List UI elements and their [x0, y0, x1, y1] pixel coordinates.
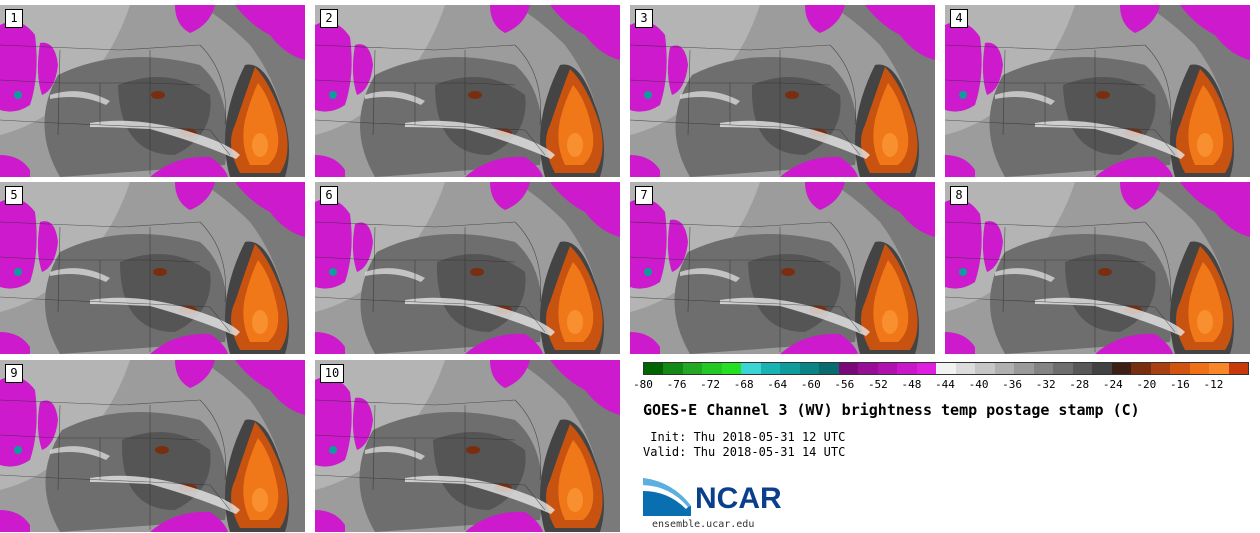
- panel-number: 5: [5, 186, 23, 205]
- panel-number: 1: [5, 9, 23, 28]
- colorbar-swatch: [1189, 363, 1210, 374]
- panel-number: 8: [950, 186, 968, 205]
- colorbar-swatch: [799, 363, 820, 374]
- colorbar-swatch: [877, 363, 898, 374]
- colorbar-tick-label: -24: [1102, 378, 1123, 391]
- postage-stamp-panel-9: 9: [0, 360, 305, 532]
- wv-map: [630, 5, 935, 177]
- postage-stamp-panel-7: 7: [630, 182, 935, 354]
- postage-stamp-panel-1: 1: [0, 5, 305, 177]
- colorbar-swatch: [1111, 363, 1132, 374]
- colorbar-tick-label: -28: [1069, 378, 1090, 391]
- postage-stamp-panel-4: 4: [945, 5, 1250, 177]
- colorbar-tick-label: -44: [935, 378, 955, 391]
- colorbar-swatch: [721, 363, 742, 374]
- init-time: Init: Thu 2018-05-31 12 UTC: [643, 430, 846, 444]
- colorbar-swatch: [955, 363, 976, 374]
- colorbar-tick-label: -80: [633, 378, 653, 391]
- panel-number: 10: [320, 364, 344, 383]
- panel-number: 6: [320, 186, 338, 205]
- colorbar-tick-label: -32: [1035, 378, 1056, 391]
- figure-title: GOES-E Channel 3 (WV) brightness temp po…: [643, 401, 1140, 419]
- wv-map: [630, 182, 935, 354]
- colorbar-swatch: [1033, 363, 1054, 374]
- colorbar-swatch: [741, 363, 761, 374]
- colorbar-swatch: [760, 363, 781, 374]
- ncar-logo-icon: [643, 478, 691, 516]
- postage-stamp-panel-8: 8: [945, 182, 1250, 354]
- colorbar-tick-label: -60: [800, 378, 821, 391]
- postage-stamp-panel-10: 10: [315, 360, 620, 532]
- colorbar-swatch: [1053, 363, 1073, 374]
- colorbar: [643, 362, 1249, 375]
- colorbar-swatch: [663, 363, 683, 374]
- colorbar-swatch: [819, 363, 839, 374]
- colorbar-tick-label: -68: [733, 378, 754, 391]
- panel-number: 9: [5, 364, 23, 383]
- panel-number: 3: [635, 9, 653, 28]
- colorbar-swatch: [644, 363, 664, 374]
- postage-stamp-panel-2: 2: [315, 5, 620, 177]
- colorbar-swatch: [897, 363, 917, 374]
- colorbar-swatch: [702, 363, 722, 374]
- colorbar-tick-label: -64: [767, 378, 788, 391]
- colorbar-swatch: [975, 363, 995, 374]
- wv-map: [315, 182, 620, 354]
- wv-map: [945, 182, 1250, 354]
- colorbar-swatch: [838, 363, 859, 374]
- wv-map: [0, 182, 305, 354]
- colorbar-tick-label: -36: [1002, 378, 1023, 391]
- wv-map: [0, 5, 305, 177]
- wv-map: [0, 360, 305, 532]
- valid-time: Valid: Thu 2018-05-31 14 UTC: [643, 445, 846, 459]
- colorbar-tick-label: -56: [834, 378, 855, 391]
- colorbar-swatch: [1170, 363, 1190, 374]
- panel-number: 2: [320, 9, 338, 28]
- colorbar-tick-label: -16: [1169, 378, 1190, 391]
- colorbar-tick-label: -76: [666, 378, 687, 391]
- colorbar-swatch: [858, 363, 878, 374]
- colorbar-swatch: [1072, 363, 1093, 374]
- colorbar-swatch: [1209, 363, 1229, 374]
- colorbar-swatch: [1092, 363, 1112, 374]
- colorbar-swatch: [916, 363, 937, 374]
- colorbar-tick-label: -52: [867, 378, 888, 391]
- colorbar-swatch: [1131, 363, 1151, 374]
- postage-stamp-panel-5: 5: [0, 182, 305, 354]
- postage-stamp-panel-3: 3: [630, 5, 935, 177]
- colorbar-swatch: [1150, 363, 1171, 374]
- colorbar-swatch: [682, 363, 703, 374]
- wv-map: [945, 5, 1250, 177]
- colorbar-tick-label: -40: [968, 378, 989, 391]
- wv-map: [315, 360, 620, 532]
- postage-stamp-panel-6: 6: [315, 182, 620, 354]
- colorbar-swatch: [994, 363, 1015, 374]
- colorbar-tick-label: -20: [1136, 378, 1157, 391]
- wv-map: [315, 5, 620, 177]
- colorbar-swatch: [1014, 363, 1034, 374]
- colorbar-tick-label: -48: [901, 378, 922, 391]
- website-url: ensemble.ucar.edu: [652, 519, 755, 530]
- colorbar-tick-label: -72: [700, 378, 721, 391]
- colorbar-swatch: [1228, 363, 1249, 374]
- colorbar-swatch: [936, 363, 956, 374]
- panel-number: 4: [950, 9, 968, 28]
- colorbar-swatch: [780, 363, 800, 374]
- colorbar-ticks: -80 -76 -72 -68 -64 -60 -56 -52 -48 -44 -40 -36 -32-…: [633, 378, 1247, 392]
- panel-number: 7: [635, 186, 653, 205]
- colorbar-tick-label: -12: [1203, 378, 1224, 391]
- logo-text: NCAR: [695, 482, 782, 515]
